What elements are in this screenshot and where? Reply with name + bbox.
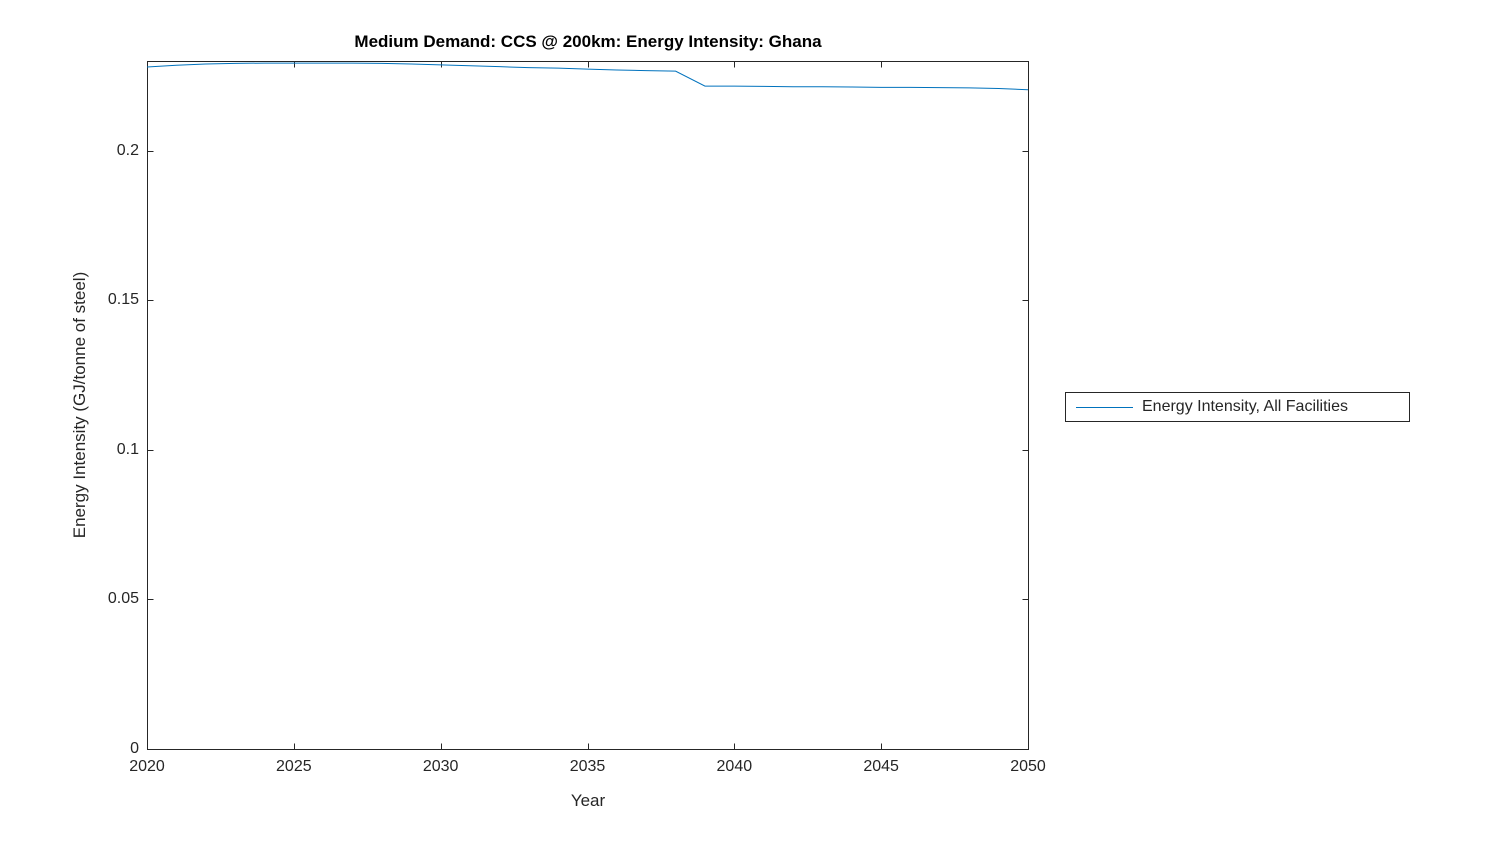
y-tick-label: 0.15 [107, 291, 139, 309]
legend: Energy Intensity, All Facilities [1065, 392, 1410, 422]
x-tick-label: 2030 [422, 758, 459, 775]
y-tick-label: 0.2 [116, 141, 139, 159]
y-tick-label: 0 [130, 740, 139, 757]
x-tick-label: 2040 [716, 758, 753, 775]
series-line [147, 62, 1029, 91]
x-axis-label: Year [570, 791, 606, 810]
legend-line-sample-icon [1076, 406, 1133, 408]
x-tick-label: 2050 [1010, 758, 1046, 775]
y-tick-label: 0.05 [107, 590, 139, 608]
plot-area [147, 61, 1029, 750]
y-tick-label: 0.1 [116, 440, 139, 458]
x-tick-label: 2020 [129, 758, 165, 775]
y-axis-label: Energy Intensity (GJ/tonne of steel) [70, 271, 89, 539]
x-tick-label: 2045 [863, 758, 899, 775]
chart-title: Medium Demand: CCS @ 200km: Energy Inten… [354, 32, 822, 51]
x-tick-label: 2035 [569, 758, 606, 775]
x-tick-label: 2025 [276, 758, 312, 775]
legend-entry-label: Energy Intensity, All Facilities [1142, 398, 1349, 415]
axes-box [147, 61, 1029, 750]
